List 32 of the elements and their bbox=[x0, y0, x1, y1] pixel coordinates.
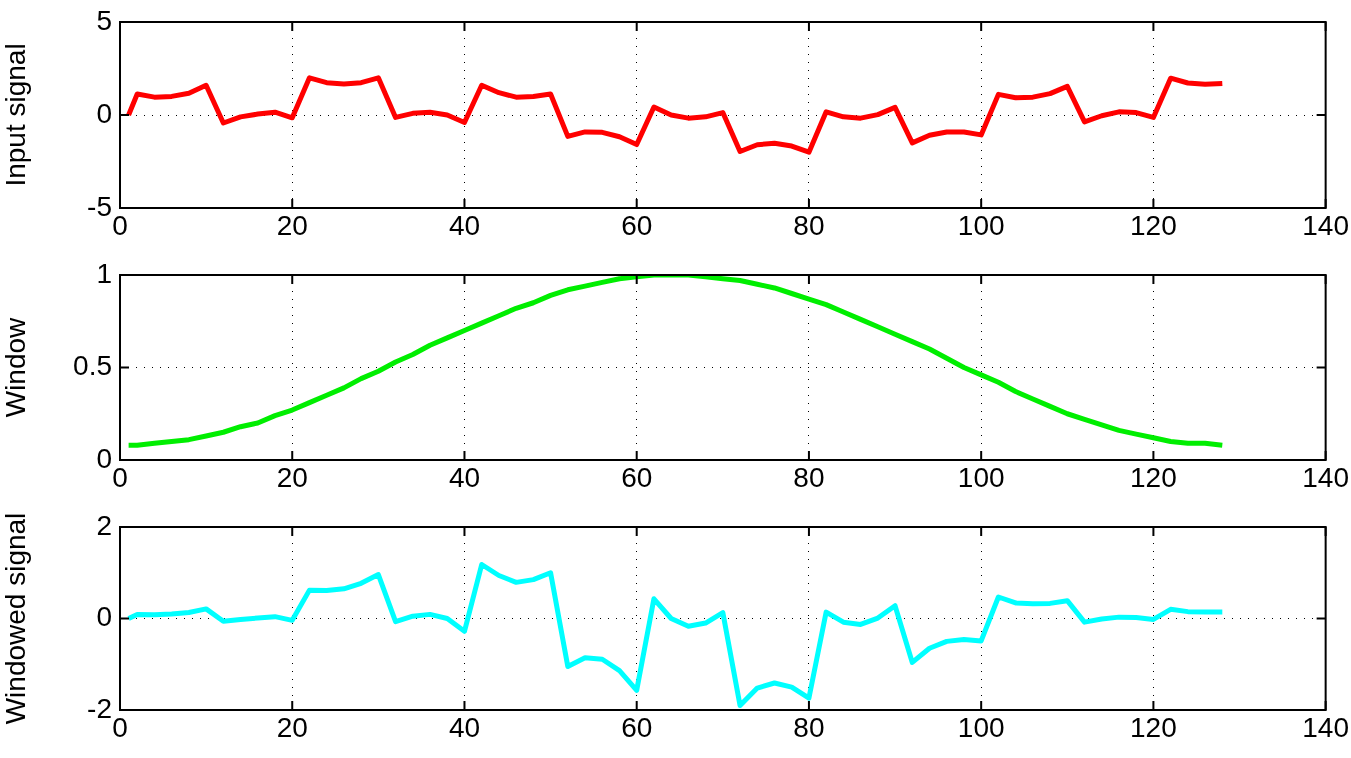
x-tick-label: 20 bbox=[276, 209, 308, 241]
y-tick-label: 0.5 bbox=[73, 350, 112, 382]
x-tick-label: 80 bbox=[793, 461, 825, 493]
y-axis-title: Window bbox=[0, 316, 31, 418]
x-tick-label: 60 bbox=[621, 461, 653, 493]
x-tick-label: 100 bbox=[957, 209, 1005, 241]
x-tick-label: 120 bbox=[1130, 461, 1177, 493]
x-tick-label: 20 bbox=[276, 461, 308, 493]
x-tick-label: 80 bbox=[793, 209, 825, 241]
y-tick-label: 0 bbox=[96, 601, 112, 633]
x-tick-label: 120 bbox=[1130, 711, 1177, 743]
y-tick-label: 0 bbox=[96, 97, 112, 129]
x-tick-label: 40 bbox=[448, 209, 481, 241]
x-tick-label: 140 bbox=[1302, 209, 1349, 241]
y-tick-label: 1 bbox=[96, 257, 112, 289]
x-tick-label: 140 bbox=[1302, 461, 1349, 493]
x-tick-label: 80 bbox=[793, 711, 825, 743]
x-tick-label: 40 bbox=[448, 711, 481, 743]
x-tick-label: 100 bbox=[957, 711, 1005, 743]
x-tick-label: 60 bbox=[621, 209, 653, 241]
y-tick-label: 2 bbox=[96, 509, 112, 541]
y-tick-label: -5 bbox=[87, 190, 112, 222]
x-tick-label: 60 bbox=[621, 711, 653, 743]
y-tick-label: -2 bbox=[87, 692, 112, 724]
y-axis-title: Windowed signal bbox=[0, 512, 31, 725]
x-tick-label: 100 bbox=[957, 461, 1005, 493]
x-tick-label: 140 bbox=[1302, 711, 1349, 743]
x-tick-label: 20 bbox=[276, 711, 308, 743]
y-tick-label: 5 bbox=[96, 4, 112, 36]
x-tick-label: 40 bbox=[448, 461, 481, 493]
y-axis-title: Input signal bbox=[0, 43, 31, 187]
x-tick-label: 120 bbox=[1130, 209, 1177, 241]
